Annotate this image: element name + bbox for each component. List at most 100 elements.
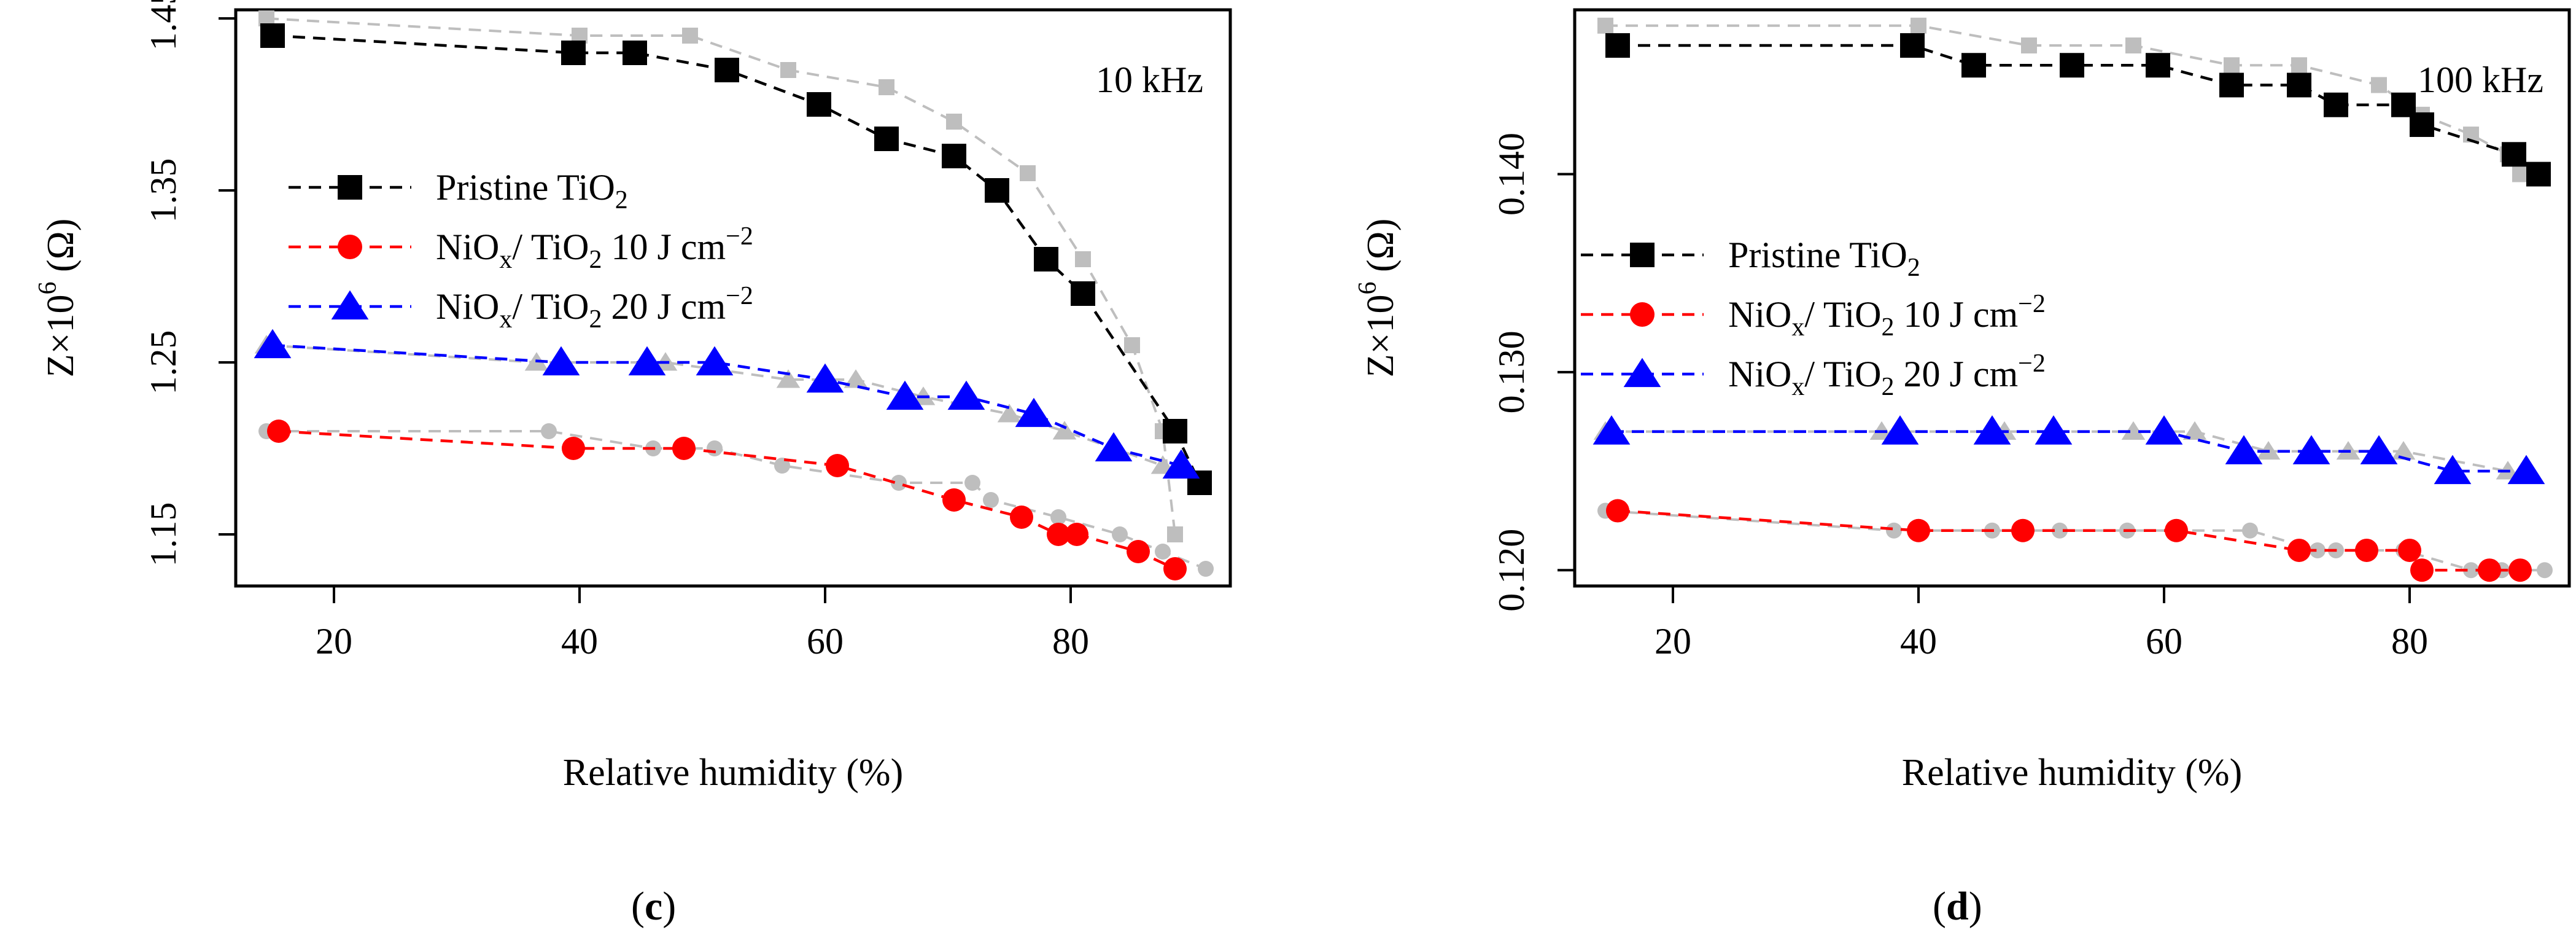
data-point: [2410, 558, 2434, 582]
data-point: [682, 28, 698, 44]
data-point: [561, 41, 586, 65]
data-point: [267, 420, 290, 443]
data-point: [254, 329, 292, 359]
frequency-annotation: 100 kHz: [2418, 60, 2543, 100]
data-point: [2478, 558, 2501, 582]
data-point: [2121, 421, 2146, 440]
data-point: [1034, 247, 1058, 271]
x-tick-label: 60: [2146, 621, 2182, 662]
data-point: [1095, 432, 1133, 462]
plot-frame: [1573, 8, 2571, 588]
y-tick-label: 1.15: [143, 502, 184, 567]
legend-marker: [338, 175, 362, 200]
chart-panel-d: 20 40 60 80 0.120 0.130 0.140 Relative humidity…: [1354, 8, 2571, 794]
data-point: [2125, 37, 2141, 54]
legend: Pristine TiO2 NiOx/ TiO2 10 J cm−2 NiOx/ T…: [289, 167, 753, 334]
data-point: [672, 437, 696, 460]
legend-label: NiOx/ TiO2 20 J cm−2: [1728, 350, 2046, 401]
data-point: [2398, 538, 2421, 562]
y-tick-label: 0.120: [1491, 529, 1532, 612]
data-point: [1198, 561, 1214, 577]
y-tick-label: 1.45: [143, 0, 184, 51]
data-point: [1127, 540, 1150, 563]
x-tick-label: 40: [561, 621, 598, 662]
data-point: [707, 440, 723, 456]
data-point: [2287, 538, 2311, 562]
legend-marker: [331, 290, 369, 320]
data-point: [1163, 419, 1187, 443]
data-point: [2526, 162, 2551, 187]
data-point: [942, 488, 966, 512]
data-point: [964, 475, 980, 491]
legend-marker: [1630, 243, 1655, 267]
data-point: [2224, 57, 2240, 74]
series-0: [1605, 33, 2551, 187]
data-point: [1907, 518, 1930, 542]
data-point: [985, 178, 1009, 203]
data-point: [2011, 518, 2035, 542]
series-line: [278, 429, 1176, 571]
data-point: [1020, 165, 1036, 181]
data-point: [947, 380, 985, 410]
data-point: [844, 369, 868, 388]
data-point: [2145, 415, 2183, 445]
series-2: [254, 329, 1200, 479]
data-point: [780, 62, 796, 78]
data-point: [2463, 562, 2479, 579]
legend-marker: [338, 235, 362, 259]
y-axis-label: Z×106 (Ω): [34, 219, 82, 378]
series-2: [1593, 415, 2545, 485]
data-point: [2507, 455, 2545, 485]
data-point: [1593, 415, 1631, 445]
data-point: [2146, 53, 2170, 78]
data-point: [1605, 33, 1630, 58]
data-point: [1973, 415, 2011, 445]
data-point: [1124, 337, 1140, 353]
series-line: [1605, 24, 2521, 175]
data-point: [2292, 435, 2330, 464]
series-line: [272, 34, 1201, 483]
data-point: [1606, 499, 1629, 523]
legend-label: NiOx/ TiO2 10 J cm−2: [1728, 290, 2046, 342]
data-point: [1065, 523, 1088, 546]
data-point: [2512, 166, 2528, 182]
x-axis-label: Relative humidity (%): [563, 752, 903, 794]
x-tick-label: 40: [1900, 621, 1937, 662]
series-line: [266, 430, 1206, 570]
data-point: [1162, 449, 1200, 479]
y-tick-label: 0.130: [1491, 330, 1532, 413]
data-point: [2287, 72, 2311, 98]
data-point: [1167, 526, 1183, 542]
y-tick-label: 1.35: [143, 158, 184, 223]
data-point: [1911, 17, 1926, 34]
y-tick-label: 1.25: [143, 330, 184, 395]
data-point: [2060, 53, 2084, 78]
legend-label: Pristine TiO2: [1728, 235, 1920, 282]
panel-caption-d: (d): [1933, 884, 1982, 929]
data-point: [2434, 455, 2472, 485]
data-point: [2052, 522, 2068, 539]
data-point: [997, 404, 1022, 423]
frequency-annotation: 10 kHz: [1096, 60, 1203, 100]
data-point: [2508, 558, 2532, 582]
y-tick-label: 0.140: [1491, 133, 1532, 216]
data-point: [1050, 509, 1066, 525]
data-point: [886, 380, 924, 410]
x-tick-label: 80: [2391, 621, 2428, 662]
legend-label: NiOx/ TiO2 20 J cm−2: [436, 282, 753, 334]
data-point: [891, 475, 907, 491]
x-axis-label: Relative humidity (%): [1902, 752, 2242, 794]
data-point: [1597, 17, 1613, 34]
data-point: [2165, 518, 2188, 542]
data-point: [2242, 522, 2258, 539]
data-point: [2291, 57, 2307, 74]
data-point: [1075, 251, 1091, 267]
data-point: [2371, 77, 2387, 93]
data-point: [2310, 542, 2326, 558]
data-point: [1071, 281, 1095, 306]
x-tick-label: 20: [316, 621, 352, 662]
plot-frame: [234, 8, 1232, 588]
data-point: [1010, 506, 1033, 529]
ghost-series-3: [1597, 17, 2528, 182]
